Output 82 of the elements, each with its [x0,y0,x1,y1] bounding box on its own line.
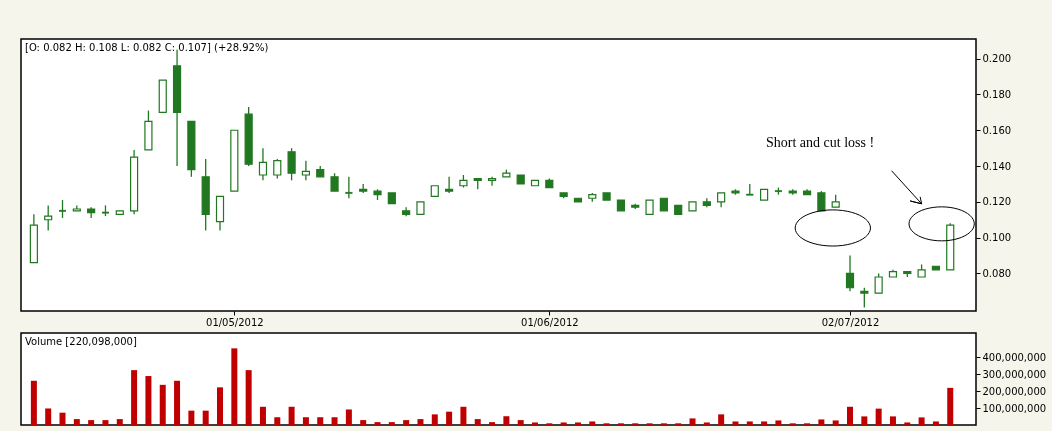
bar [145,376,152,425]
bar [818,419,825,425]
y-tick-label: 0.100 [982,232,1012,244]
bar [431,414,438,425]
y-tick-label: 0.140 [982,160,1012,172]
bar [188,410,195,425]
candlestick [445,176,454,194]
y-tick-label: 0.200 [982,53,1012,65]
bar [446,411,453,425]
bar [417,419,424,425]
y-tick-label: 0.080 [982,267,1012,279]
bar [847,406,854,425]
bar [102,420,109,425]
bar [489,422,496,425]
bar [904,422,911,425]
bar [274,417,281,425]
bar [259,406,266,425]
candlestick [273,158,282,180]
y-tick-label: 0.160 [982,124,1012,136]
bar [589,421,596,425]
x-tick-label: 01/05/2012 [206,316,264,328]
y-tick-label: 400,000,000 [982,351,1047,363]
bar [374,422,381,425]
bar [131,370,138,425]
bar [202,410,209,425]
bar [73,419,80,425]
annotation: Short and cut loss ! [766,135,875,150]
bar [30,380,37,425]
bar [88,420,95,425]
bar [574,422,581,425]
candlestick [487,176,497,187]
candlestick [301,160,311,182]
y-tick-label: 100,000,000 [982,402,1047,414]
bar [889,416,896,425]
y-tick-label: 200,000,000 [982,385,1047,397]
bar [174,380,181,425]
bar [388,422,395,425]
candlestick [845,254,855,292]
bar [732,421,739,425]
bar [116,419,123,425]
y-tick-label: 0.180 [982,88,1012,100]
bar [503,416,510,425]
candlestick [258,147,268,182]
bar [861,416,868,425]
chart-title: Volume [220,098,000] [25,336,137,347]
bar [746,421,753,425]
bar [403,420,410,425]
bar [302,417,309,425]
bar [761,421,768,425]
bar [517,420,524,425]
bar [159,384,166,425]
bar [718,414,725,425]
bar [345,409,352,425]
chart-title: [O: 0.082 H: 0.108 L: 0.082 C: 0.107] (+28.92%) [25,42,269,53]
bar [875,408,882,425]
bar [231,348,238,425]
x-tick-label: 01/06/2012 [521,316,579,328]
bar [360,420,367,425]
bar [532,422,539,425]
bar [775,420,782,425]
candlestick [287,147,296,182]
x-tick-label: 02/07/2012 [821,316,880,328]
bar [689,418,696,425]
bar [331,417,338,425]
bar [932,421,939,425]
bar [59,412,66,425]
bar [918,417,925,425]
bar [947,387,954,425]
bar [474,419,481,425]
bar [460,406,467,425]
candlestick [860,287,869,309]
y-tick-label: 0.120 [982,196,1012,208]
bar [45,408,52,425]
bar [217,387,224,425]
bar [703,422,710,425]
bar [832,420,839,425]
candlestick [874,272,883,294]
bar [245,370,252,425]
bar [317,417,324,425]
bar [288,406,295,425]
y-tick-label: 300,000,000 [982,368,1047,380]
bar [560,422,567,425]
